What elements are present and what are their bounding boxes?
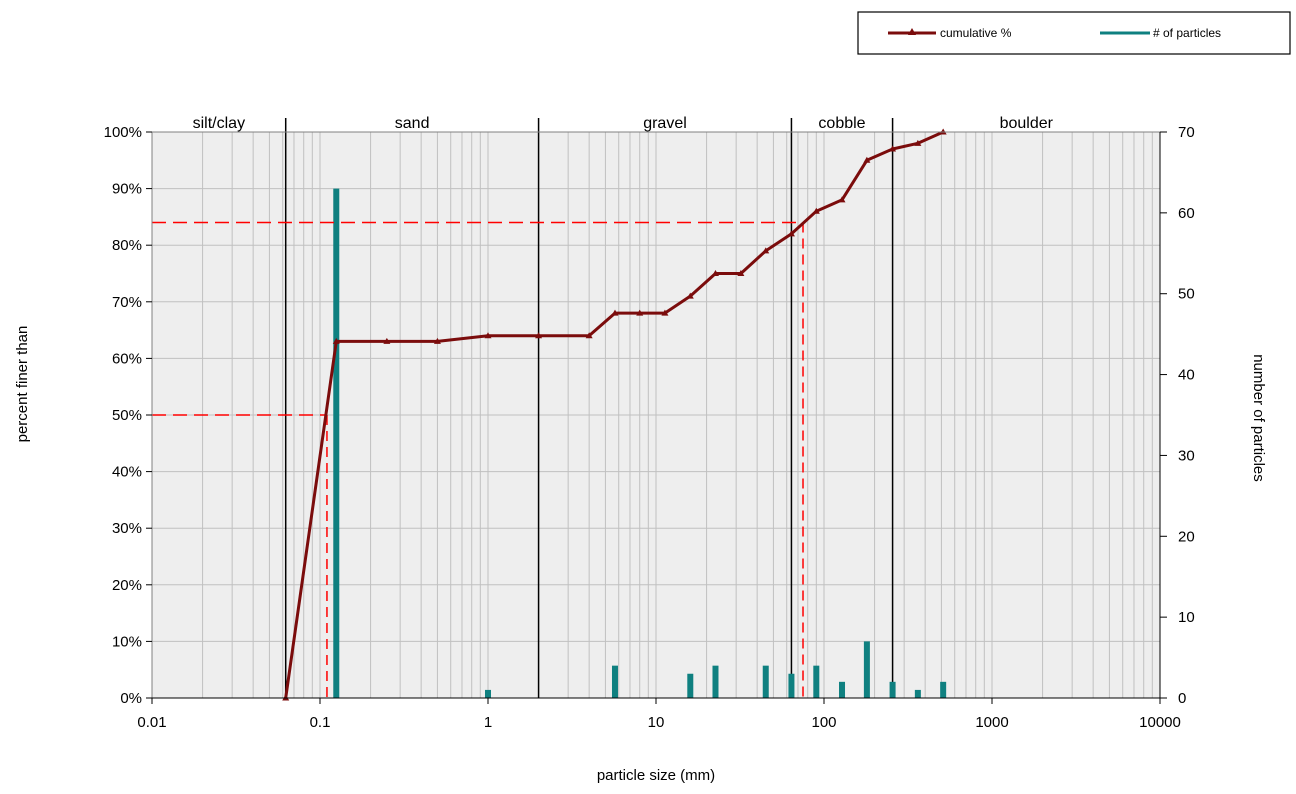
left-tick-label: 20% [112,577,142,594]
left-tick-label: 50% [112,407,142,424]
particle-count-bar [914,689,921,698]
legend-label-particles: # of particles [1153,26,1221,40]
size-class-labels: silt/clay sand gravel cobble boulder [193,115,1054,132]
cumulative-point [838,196,846,203]
particle-count-bar [863,641,870,698]
x-tick-label: 10000 [1139,714,1181,731]
cumulative-point [812,207,820,214]
cumulative-point [914,139,922,146]
reference-lines [152,221,804,698]
size-class-label: gravel [643,115,687,132]
left-tick-label: 0% [120,690,142,707]
cumulative-point [737,270,745,276]
right-tick-label: 40 [1178,367,1195,384]
right-axis-ticks: 0 10 20 30 40 50 60 70 [1159,124,1195,707]
size-class-label: cobble [818,115,865,132]
x-axis-ticks: 0.01 0.1 1 10 100 1000 10000 [137,697,1181,731]
right-tick-label: 50 [1178,286,1195,303]
cumulative-point [535,332,543,339]
cumulative-point [332,337,340,344]
particle-count-bar [788,673,795,698]
cumulative-point [889,145,897,152]
cumulative-point [863,156,871,163]
cumulative-point [611,309,619,316]
cumulative-point [585,332,593,339]
legend-marker-cumulative [908,28,916,35]
legend-label-cumulative: cumulative % [940,26,1012,40]
left-tick-label: 100% [104,124,142,141]
size-class-dividers [284,118,894,698]
left-tick-label: 30% [112,520,142,537]
particle-count-bar [485,689,491,698]
particle-count-bar [889,681,896,698]
left-tick-label: 60% [112,350,142,367]
x-tick-label: 1000 [975,714,1008,731]
particle-count-bar [611,665,618,698]
legend: cumulative % # of particles [857,11,1291,55]
right-tick-label: 0 [1178,690,1186,707]
cumulative-point [636,309,644,316]
particle-count-bar [940,681,947,698]
x-tick-label: 0.1 [310,714,331,731]
right-tick-label: 70 [1178,124,1195,141]
right-tick-label: 20 [1178,528,1195,545]
particle-count-bar [839,681,846,698]
right-tick-label: 30 [1178,447,1195,464]
right-tick-label: 60 [1178,205,1195,222]
size-class-label: sand [395,115,430,132]
left-axis-title: percent finer than [14,326,31,443]
cumulative-point [661,309,669,316]
size-class-label: silt/clay [193,115,245,132]
right-axis-title: number of particles [1250,354,1267,482]
x-tick-label: 100 [811,714,836,731]
cumulative-point [762,247,770,254]
particle-count-bar [687,673,694,698]
left-tick-label: 70% [112,294,142,311]
cumulative-series [282,128,947,701]
cumulative-point [686,292,694,299]
size-class-label: boulder [1000,115,1054,132]
particle-count-bars [333,188,947,698]
left-tick-label: 90% [112,181,142,198]
x-axis-title: particle size (mm) [597,767,715,784]
left-tick-label: 10% [112,633,142,650]
left-tick-label: 80% [112,237,142,254]
left-tick-label: 40% [112,464,142,481]
cumulative-point [711,270,719,276]
right-tick-label: 10 [1178,609,1195,626]
cumulative-point [433,337,441,344]
particle-count-bar [762,665,769,698]
x-tick-label: 1 [484,714,492,731]
left-axis-ticks: 0% 10% 20% 30% 40% 50% 60% 70% 80% 90% 100% [104,124,152,707]
cumulative-point [484,332,492,339]
cumulative-point [787,230,795,237]
x-tick-label: 10 [648,714,665,731]
x-tick-label: 0.01 [137,714,166,731]
particle-count-bar [712,665,719,698]
cumulative-point [383,337,391,344]
particle-count-bar [333,188,340,698]
particle-count-bar [813,665,820,698]
